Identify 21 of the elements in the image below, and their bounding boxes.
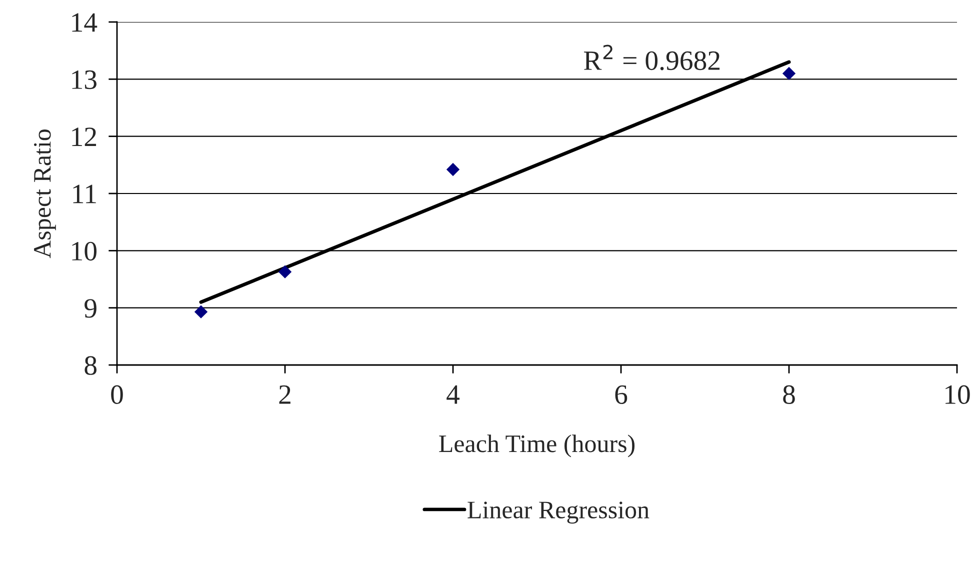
point xyxy=(278,265,292,278)
point xyxy=(446,162,460,176)
point xyxy=(194,305,208,318)
y-axis-title: Aspect Ratio xyxy=(34,130,56,258)
y-tick-label: 8 xyxy=(84,356,96,375)
x-tick-label: 6 xyxy=(615,385,628,404)
y-tick-label: 10 xyxy=(72,242,96,261)
x-tick-label: 2 xyxy=(279,385,290,404)
point xyxy=(782,66,796,80)
x-tick-label: 10 xyxy=(946,385,970,404)
x-tick-label: 0 xyxy=(111,385,123,404)
x-tick-label: 8 xyxy=(783,385,795,404)
y-tick-label: 14 xyxy=(72,13,98,32)
y-tick-label: 9 xyxy=(84,299,96,318)
y-tick-label: 11 xyxy=(73,184,96,204)
legend-label: Linear Regression xyxy=(468,502,650,524)
annotation: R$^{2}$ = 0.9682 xyxy=(584,44,720,70)
x-axis-title: Leach Time (hours) xyxy=(439,434,635,458)
x-tick-label: 4 xyxy=(446,385,460,404)
y-tick-label: 13 xyxy=(72,70,96,90)
y-tick-label: 12 xyxy=(72,128,96,146)
